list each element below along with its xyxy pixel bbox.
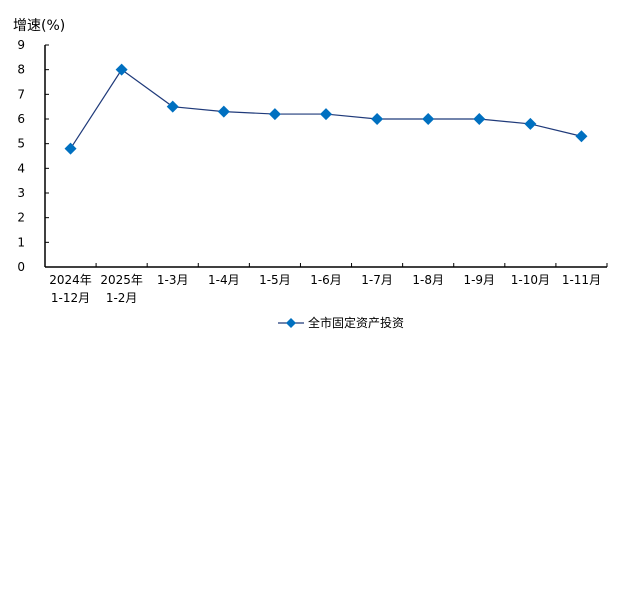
y-tick-label: 3 — [17, 186, 25, 200]
data-point-marker — [575, 130, 588, 143]
y-tick-label: 1 — [17, 235, 25, 249]
data-point-marker — [64, 142, 77, 155]
x-tick-label: 1-11月 — [562, 273, 601, 287]
data-point-marker — [422, 113, 435, 125]
x-tick-label: 1-10月 — [511, 273, 550, 287]
y-tick-label: 0 — [17, 260, 25, 274]
data-point-marker — [268, 108, 281, 121]
x-tick-label: 2025年 — [100, 273, 143, 287]
y-tick-label: 2 — [17, 211, 25, 225]
y-tick-label: 9 — [17, 38, 25, 52]
legend-series-marker-icon — [278, 318, 304, 328]
data-point-marker — [217, 105, 230, 118]
data-point-marker — [115, 63, 128, 76]
x-tick-label: 1-9月 — [463, 273, 495, 287]
data-point-marker — [371, 113, 384, 125]
x-tick-label: 1-8月 — [412, 273, 444, 287]
x-tick-label: 1-12月 — [51, 291, 90, 305]
x-tick-label: 2024年 — [49, 273, 92, 287]
x-tick-label: 1-4月 — [208, 273, 240, 287]
x-tick-label: 1-3月 — [157, 273, 189, 287]
y-tick-label: 7 — [17, 87, 25, 101]
y-tick-label: 5 — [17, 137, 25, 151]
legend-label: 全市固定资产投资 — [308, 316, 405, 330]
data-point-marker — [473, 113, 486, 125]
data-point-marker — [320, 108, 332, 121]
x-tick-label: 1-6月 — [310, 273, 342, 287]
y-tick-label: 6 — [17, 112, 25, 126]
y-axis-title: 增速(%) — [13, 18, 66, 34]
x-tick-label: 1-2月 — [106, 291, 138, 305]
y-tick-label: 8 — [17, 63, 25, 77]
data-point-marker — [524, 117, 537, 130]
x-tick-label: 1-7月 — [361, 273, 393, 287]
y-tick-label: 4 — [17, 161, 25, 175]
legend: 全市固定资产投资 — [278, 314, 404, 332]
x-tick-label: 1-5月 — [259, 273, 291, 287]
data-point-marker — [166, 100, 179, 113]
